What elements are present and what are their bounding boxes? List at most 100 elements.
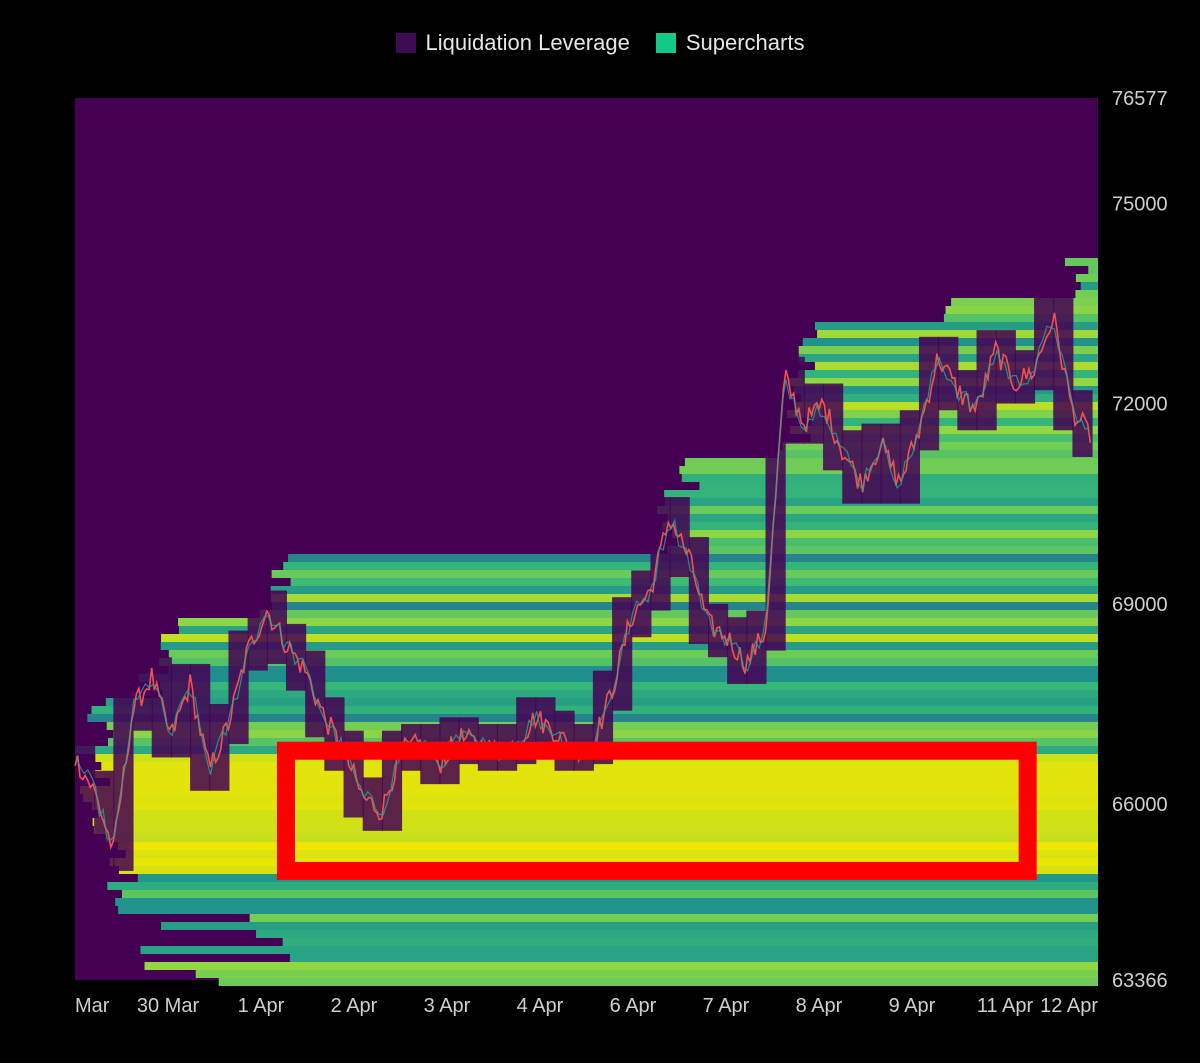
heat-band <box>110 778 1098 786</box>
consumed-zone <box>247 590 268 671</box>
heat-band <box>270 586 1099 594</box>
legend-item-liquidation-leverage[interactable]: Liquidation Leverage <box>395 30 630 56</box>
consumed-zone <box>823 383 844 471</box>
consumed-zone <box>305 650 326 738</box>
heat-band <box>811 418 1098 426</box>
liquidation-leverage-swatch <box>395 33 416 53</box>
heat-band <box>115 898 1098 906</box>
y-tick-label: 75000 <box>1112 193 1168 215</box>
legend-item-supercharts[interactable]: Supercharts <box>655 30 805 56</box>
heat-band <box>943 314 1098 322</box>
supercharts-swatch <box>655 33 676 53</box>
x-tick-label: 9 Apr <box>889 995 936 1017</box>
consumed-zone <box>1014 350 1036 404</box>
heat-band <box>144 962 1098 970</box>
heat-band <box>256 930 1098 938</box>
x-tick-label: 3 Apr <box>424 995 471 1017</box>
heatmap-layer <box>75 98 1099 986</box>
consumed-zone <box>266 590 287 664</box>
consumed-zone <box>1053 296 1074 431</box>
highlight-box <box>276 741 1037 880</box>
heat-band <box>168 666 1098 674</box>
heat-band <box>657 506 1098 514</box>
heat-band <box>679 538 1098 546</box>
x-tick-label: 11 Apr <box>977 995 1034 1017</box>
heat-band <box>814 322 1098 330</box>
heat-band <box>817 330 1098 338</box>
heat-band <box>790 426 1098 434</box>
legend-label: Supercharts <box>685 30 805 55</box>
heat-band <box>87 714 1098 722</box>
heat-band <box>1075 274 1098 282</box>
x-tick-label: 2 Apr <box>331 995 378 1017</box>
heat-band <box>117 842 1098 850</box>
heat-band <box>672 530 1098 538</box>
highlight-box-layer <box>276 741 1037 880</box>
y-tick-label: 66000 <box>1112 794 1168 816</box>
heat-band <box>289 954 1099 962</box>
consumed-zone <box>612 597 633 711</box>
consumed-zone <box>938 336 959 411</box>
heat-band <box>93 770 1099 778</box>
x-tick-label: 7 Apr <box>703 995 750 1017</box>
y-tick-label: 63366 <box>1112 970 1168 992</box>
heat-band <box>107 882 1098 890</box>
heat-band <box>168 650 1098 658</box>
consumed-zone <box>669 497 690 578</box>
y-tick-label: 76577 <box>1112 88 1168 110</box>
consumed-zone <box>957 370 978 431</box>
consumed-zone <box>650 497 671 611</box>
heat-band <box>80 786 1098 794</box>
consumed-zone <box>209 704 230 791</box>
heat-band <box>195 970 1098 978</box>
consumed-zone <box>151 657 172 758</box>
y-axis: 76577 75000 72000 69000 66000 63366 <box>1112 88 1168 992</box>
x-tick-label: 1 Apr <box>238 995 285 1017</box>
chart-legend: Liquidation Leverage Supercharts <box>0 30 1200 56</box>
heat-band <box>83 794 1098 802</box>
heat-band <box>282 938 1099 946</box>
x-tick-label: 4 Apr <box>517 995 564 1017</box>
heat-band <box>92 818 1099 826</box>
heat-band <box>94 826 1098 834</box>
heat-band <box>125 850 1098 858</box>
y-tick-label: 72000 <box>1112 394 1168 416</box>
heat-band <box>105 834 1098 842</box>
heat-band <box>91 802 1099 810</box>
consumed-zone <box>727 617 748 684</box>
heat-band <box>945 306 1098 314</box>
heat-band <box>271 594 1098 602</box>
x-tick-label: Mar <box>75 995 110 1017</box>
heat-band <box>661 522 1098 530</box>
heat-band <box>118 906 1099 914</box>
x-tick-label: 30 Mar <box>137 995 200 1017</box>
heat-band <box>1080 282 1098 290</box>
heat-band <box>121 890 1099 898</box>
heat-band <box>259 610 1098 618</box>
heat-band <box>667 514 1098 522</box>
x-axis: Mar 30 Mar 1 Apr 2 Apr 3 Apr 4 Apr 6 Apr 7 Apr 8… <box>75 995 1098 1017</box>
heat-band <box>782 442 1098 450</box>
heat-band <box>667 546 1098 554</box>
heat-band <box>1075 290 1098 298</box>
x-tick-label: 8 Apr <box>796 995 843 1017</box>
heat-band <box>810 434 1098 442</box>
heat-band <box>272 602 1098 610</box>
consumed-zone <box>861 423 882 504</box>
heat-band <box>218 978 1099 986</box>
consumed-zone <box>113 690 134 871</box>
heat-band <box>249 914 1099 922</box>
heat-band <box>140 946 1098 954</box>
heat-band <box>101 762 1099 770</box>
legend-label: Liquidation Leverage <box>425 30 630 55</box>
heat-band <box>1088 266 1098 274</box>
consumed-zone <box>228 630 249 745</box>
heat-band <box>951 298 1098 306</box>
x-tick-label: 12 Apr <box>1040 995 1098 1017</box>
heat-band <box>786 410 1098 418</box>
heat-band <box>778 450 1098 458</box>
x-tick-label: 6 Apr <box>610 995 657 1017</box>
consumed-zone <box>170 663 192 758</box>
heat-band <box>101 810 1098 818</box>
